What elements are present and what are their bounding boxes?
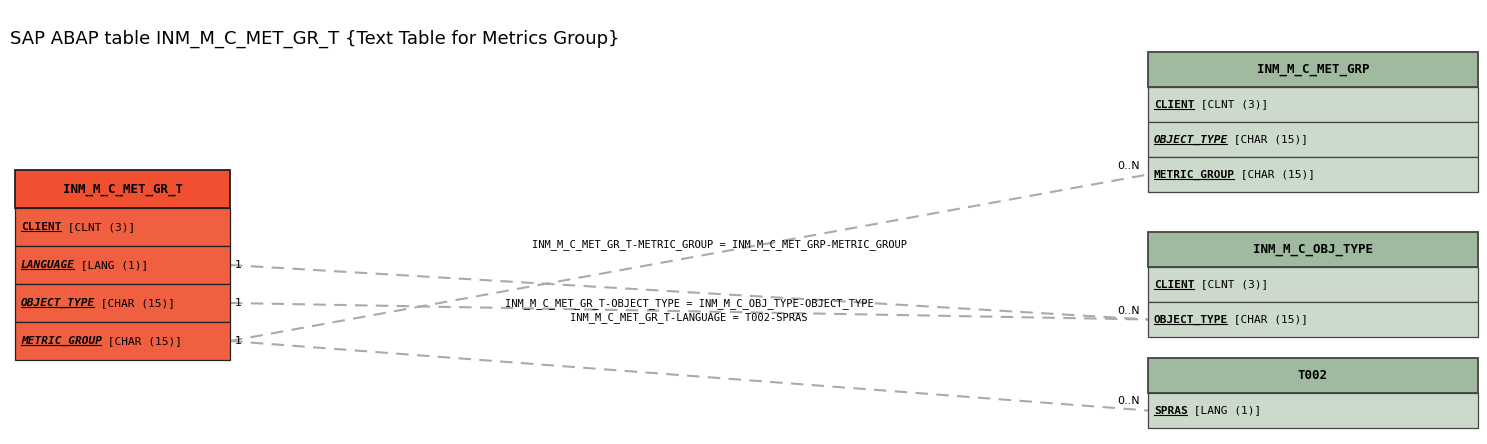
Text: METRIC_GROUP: METRIC_GROUP	[21, 336, 103, 346]
Text: [CLNT (3)]: [CLNT (3)]	[1194, 99, 1268, 110]
Text: [CHAR (15)]: [CHAR (15)]	[101, 336, 181, 346]
Bar	[1148, 232, 1478, 267]
Bar	[15, 208, 230, 246]
Text: [CHAR (15)]: [CHAR (15)]	[1234, 170, 1315, 179]
Text: LANGUAGE: LANGUAGE	[21, 260, 74, 270]
Bar	[15, 170, 230, 208]
Bar	[1148, 267, 1478, 302]
Bar	[1148, 52, 1478, 87]
Text: SPRAS: SPRAS	[1154, 405, 1188, 416]
Bar	[1148, 302, 1478, 337]
Bar	[15, 246, 230, 284]
Text: [CHAR (15)]: [CHAR (15)]	[1227, 135, 1309, 144]
Text: SAP ABAP table INM_M_C_MET_GR_T {Text Table for Metrics Group}: SAP ABAP table INM_M_C_MET_GR_T {Text Ta…	[10, 30, 620, 48]
Bar	[1148, 358, 1478, 393]
Text: [CHAR (15)]: [CHAR (15)]	[94, 298, 175, 308]
Text: 1: 1	[235, 298, 242, 308]
Bar	[1148, 122, 1478, 157]
Text: 1: 1	[235, 336, 242, 346]
Text: METRIC_GROUP: METRIC_GROUP	[1154, 170, 1236, 180]
Bar	[1148, 157, 1478, 192]
Bar	[1148, 87, 1478, 122]
Text: 1: 1	[235, 260, 242, 270]
Text: [LANG (1)]: [LANG (1)]	[1187, 405, 1261, 416]
Text: INM_M_C_MET_GR_T-LANGUAGE = T002-SPRAS: INM_M_C_MET_GR_T-LANGUAGE = T002-SPRAS	[570, 312, 807, 323]
Bar	[15, 322, 230, 360]
Text: T002: T002	[1298, 369, 1328, 382]
Text: [CLNT (3)]: [CLNT (3)]	[1194, 280, 1268, 289]
Text: INM_M_C_MET_GR_T: INM_M_C_MET_GR_T	[62, 182, 183, 195]
Text: INM_M_C_OBJ_TYPE: INM_M_C_OBJ_TYPE	[1254, 243, 1373, 256]
Text: CLIENT: CLIENT	[1154, 280, 1194, 289]
Text: OBJECT_TYPE: OBJECT_TYPE	[1154, 135, 1228, 145]
Text: [CLNT (3)]: [CLNT (3)]	[61, 222, 135, 232]
Text: 0..N: 0..N	[1117, 160, 1141, 170]
Text: 0..N: 0..N	[1117, 305, 1141, 316]
Text: OBJECT_TYPE: OBJECT_TYPE	[1154, 314, 1228, 325]
Bar	[1148, 393, 1478, 428]
Text: INM_M_C_MET_GR_T-OBJECT_TYPE = INM_M_C_OBJ_TYPE-OBJECT_TYPE: INM_M_C_MET_GR_T-OBJECT_TYPE = INM_M_C_O…	[504, 298, 873, 309]
Text: [CHAR (15)]: [CHAR (15)]	[1227, 314, 1309, 325]
Text: [LANG (1)]: [LANG (1)]	[74, 260, 149, 270]
Text: CLIENT: CLIENT	[1154, 99, 1194, 110]
Text: INM_M_C_MET_GRP: INM_M_C_MET_GRP	[1257, 63, 1370, 76]
Text: 0..N: 0..N	[1117, 396, 1141, 407]
Text: OBJECT_TYPE: OBJECT_TYPE	[21, 298, 95, 308]
Text: CLIENT: CLIENT	[21, 222, 61, 232]
Text: INM_M_C_MET_GR_T-METRIC_GROUP = INM_M_C_MET_GRP-METRIC_GROUP: INM_M_C_MET_GR_T-METRIC_GROUP = INM_M_C_…	[531, 239, 907, 250]
Bar	[15, 284, 230, 322]
